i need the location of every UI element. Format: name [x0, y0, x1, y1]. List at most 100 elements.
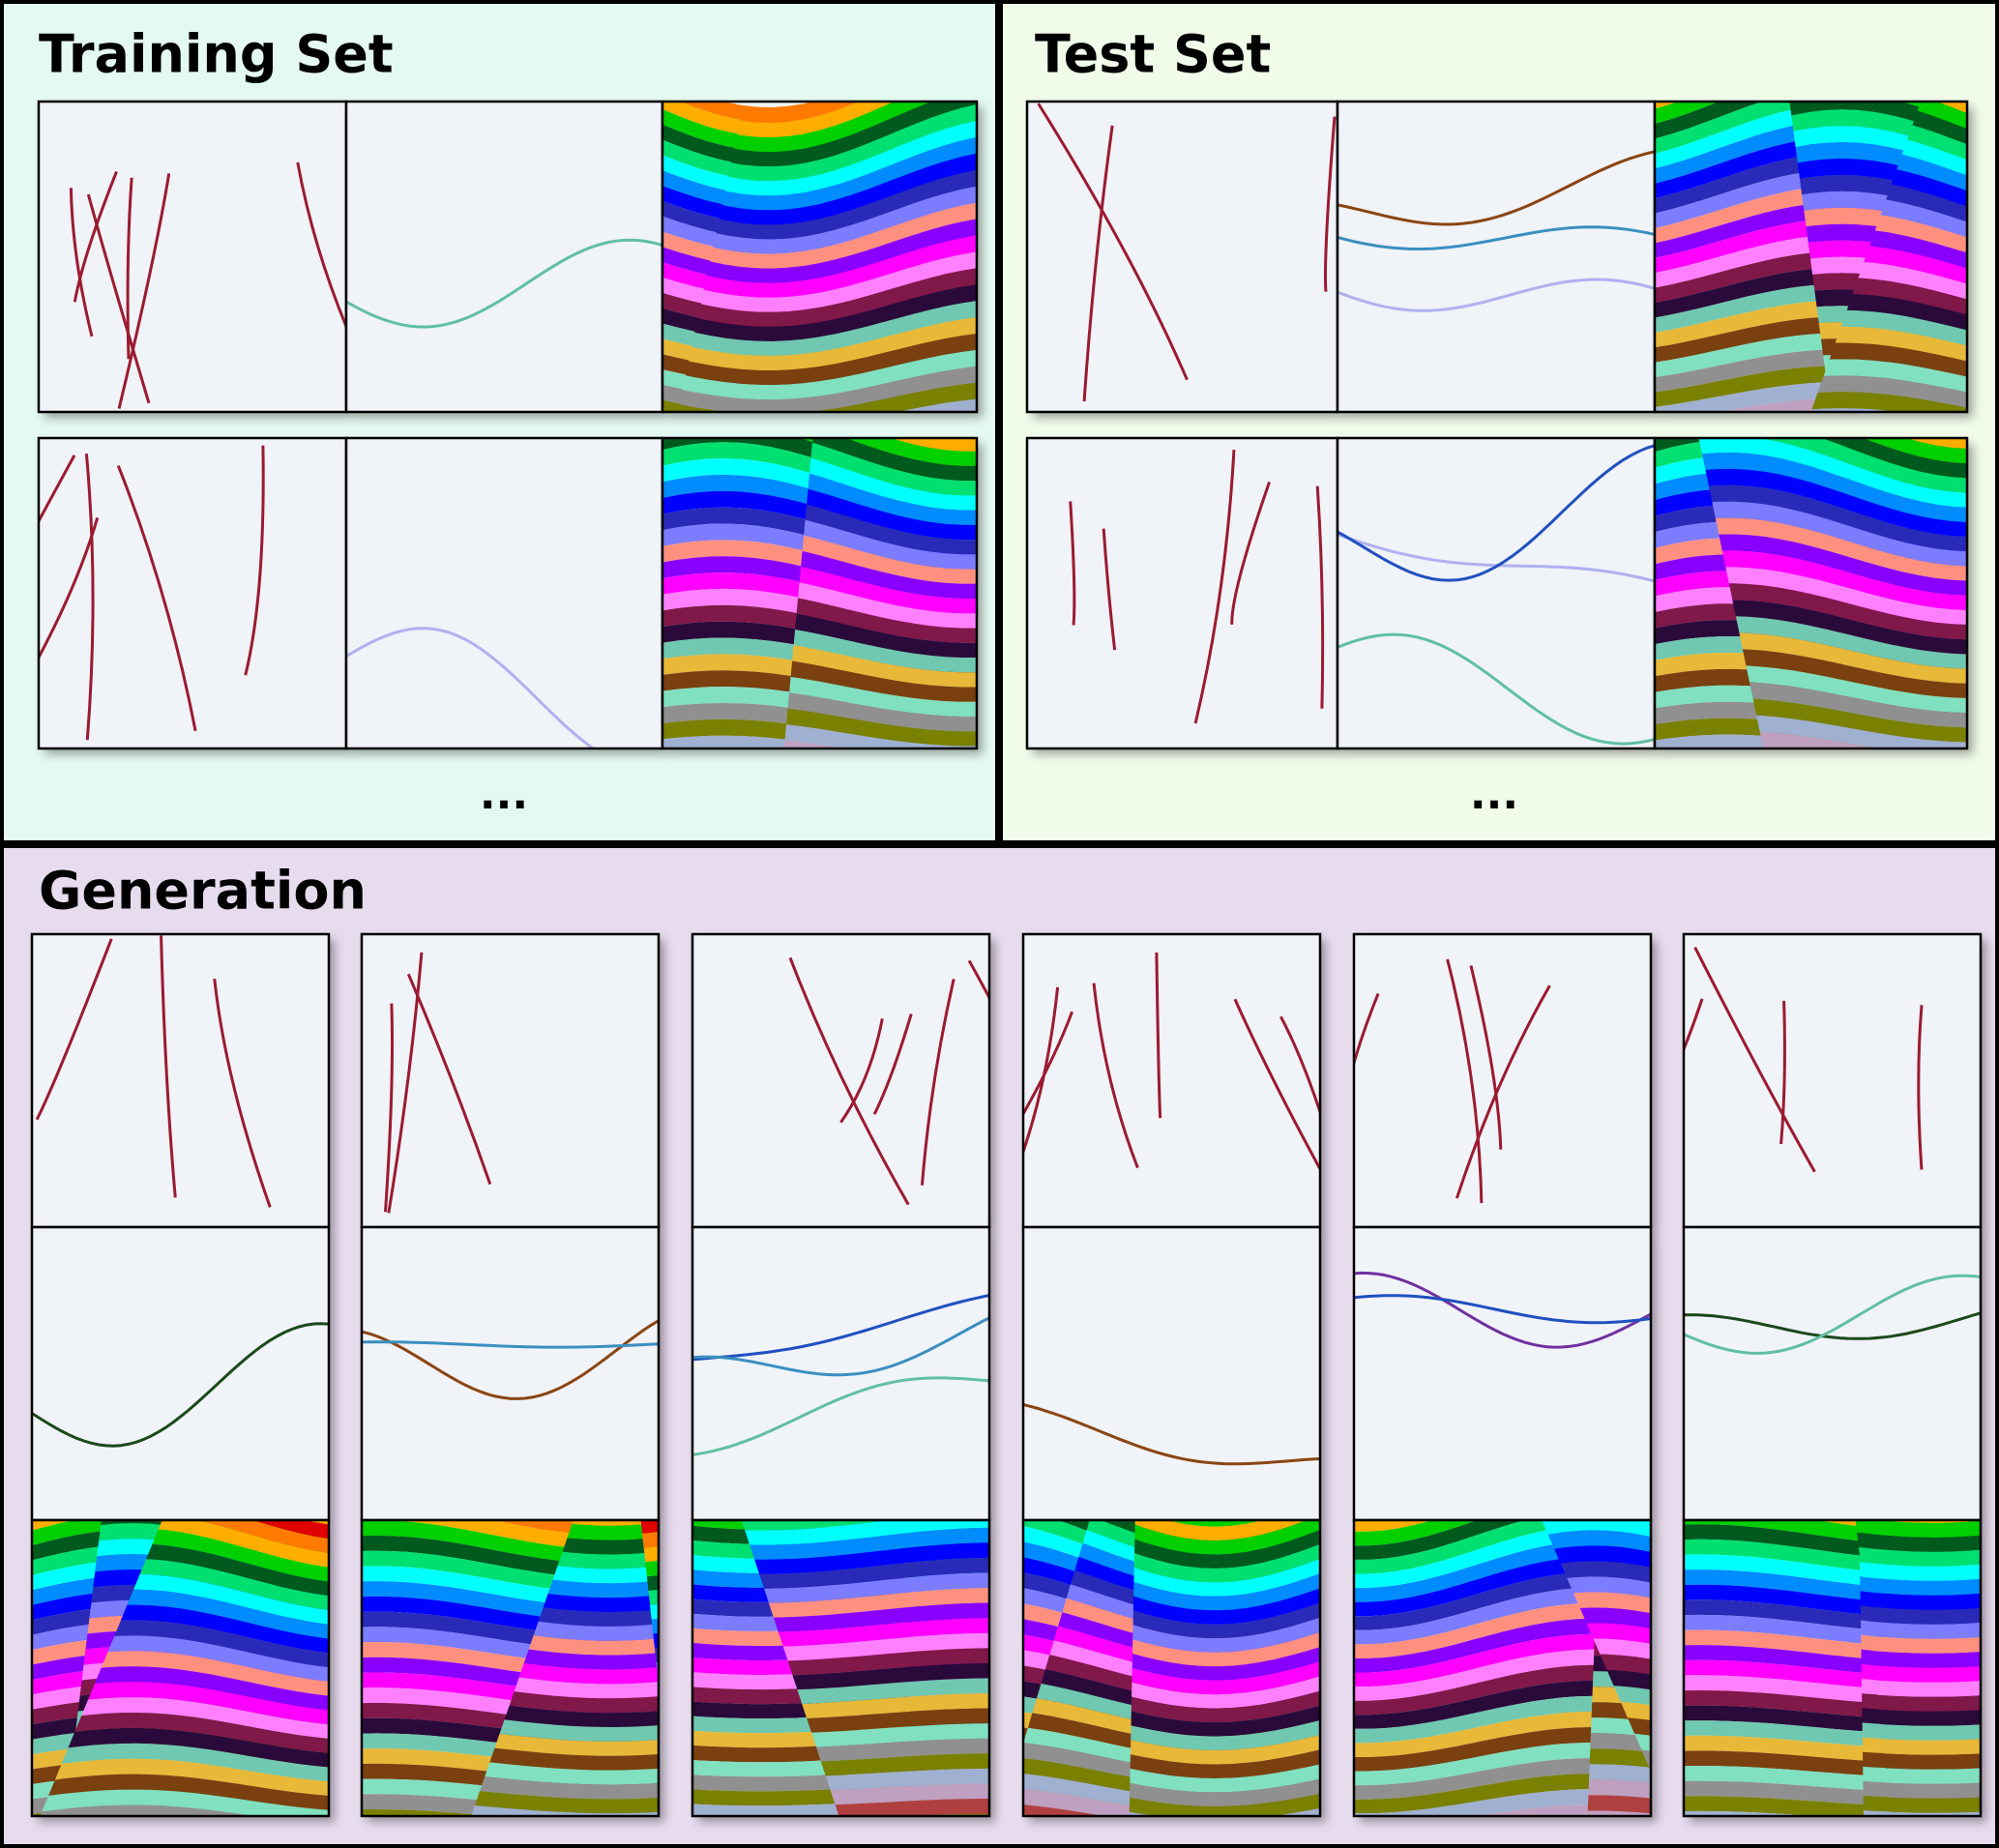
horizon-line: [692, 1294, 989, 1362]
strata-band: [1855, 1520, 1981, 1538]
section-title: Generation: [39, 861, 367, 922]
panel: [1653, 100, 1969, 414]
horizon-line: [32, 1322, 329, 1448]
panel-content: [788, 956, 989, 1206]
strata-band: [1129, 1716, 1320, 1765]
panel-bg: [1684, 934, 1981, 1227]
horizon-line: [1338, 225, 1655, 251]
panel-content: [1655, 438, 1967, 748]
strata-band: [1855, 1561, 1981, 1596]
fault-block: [783, 438, 977, 748]
panel-content: [1655, 102, 1967, 412]
strata-band: [1855, 1591, 1981, 1625]
strata-band: [1129, 1520, 1320, 1569]
panel-bg: [1027, 102, 1338, 412]
panel-bg: [39, 438, 346, 748]
strata-band: [1129, 1639, 1320, 1695]
strata-band: [1129, 1624, 1320, 1681]
strata-band: [741, 1542, 989, 1574]
strata-band: [1354, 1618, 1651, 1673]
panel-bg: [1023, 1227, 1320, 1520]
strata-band: [677, 284, 977, 341]
fault-line: [1315, 485, 1325, 709]
strata-band: [1698, 583, 1967, 640]
horizon-line: [1354, 1294, 1651, 1325]
strata-band: [1542, 1545, 1651, 1605]
strata-band: [783, 573, 977, 629]
panel-content: [662, 438, 977, 748]
panel-border: [360, 1518, 661, 1818]
strata-band: [741, 1572, 989, 1603]
strata-band: [1129, 1778, 1320, 1816]
horizon-line: [1338, 632, 1655, 746]
horizon-line: [1338, 150, 1655, 226]
panel: [37, 100, 348, 414]
strata-band: [1684, 1810, 1816, 1816]
panel: [1352, 932, 1653, 1229]
strata-band: [783, 704, 977, 747]
panel-content: [32, 1520, 329, 1816]
panel-border: [1682, 1518, 1983, 1818]
fault-line: [69, 188, 94, 337]
strata-band: [1354, 1758, 1651, 1800]
panel-content: [69, 161, 346, 409]
panel-border: [691, 1518, 991, 1818]
strata-band: [1698, 517, 1967, 581]
fault-line: [1693, 947, 1816, 1173]
strata-band: [65, 1523, 329, 1575]
panel: [1682, 932, 1983, 1229]
fault-line: [1455, 984, 1551, 1199]
strata-band: [40, 1713, 329, 1753]
strata-band: [1129, 1655, 1320, 1709]
fault-line: [35, 938, 113, 1121]
panel-bg: [1338, 438, 1655, 748]
panel: [1653, 436, 1969, 750]
strata-band: [1855, 1546, 1981, 1581]
section-title: Training Set: [39, 24, 394, 85]
strata-band: [1855, 1576, 1981, 1610]
strata-band: [1810, 326, 1967, 374]
strata-band: [677, 104, 977, 182]
strata-band: [783, 671, 977, 717]
strata-band: [1129, 1520, 1320, 1555]
strata-band: [677, 102, 977, 167]
strata-band: [40, 1651, 329, 1696]
strata-band: [1354, 1711, 1651, 1757]
strata-band: [677, 202, 977, 269]
section-title: Test Set: [1035, 24, 1271, 85]
fault-line: [1092, 983, 1139, 1169]
fault-line: [1233, 998, 1320, 1172]
strata-band: [677, 102, 977, 153]
panel: [1021, 932, 1322, 1229]
panel: [1352, 1518, 1653, 1818]
strata-band: [1129, 1546, 1320, 1611]
panel-content: [1023, 1403, 1320, 1466]
strata-band: [1855, 1606, 1981, 1639]
panel-content: [692, 1294, 989, 1456]
panel-content: [1338, 444, 1655, 746]
panel: [1025, 100, 1339, 414]
strata-band: [1855, 1666, 1981, 1697]
panel-content: [39, 445, 346, 741]
strata-band: [65, 1599, 329, 1647]
strata-band: [1855, 1636, 1981, 1668]
panel-content: [1354, 1271, 1651, 1349]
panel: [344, 436, 664, 750]
generation-box: [0, 844, 1999, 1848]
strata-band: [1789, 102, 1967, 161]
horizon-line: [692, 1316, 989, 1377]
strata-band: [1129, 1686, 1320, 1737]
panel-content: [1354, 1520, 1651, 1816]
panel-content: [383, 952, 492, 1214]
strata-band: [783, 688, 977, 732]
fault-line: [1917, 1005, 1924, 1170]
panel-bg: [346, 102, 662, 412]
panel-border: [661, 100, 979, 414]
strata-band: [677, 169, 977, 240]
strata-band: [677, 153, 977, 225]
strata-band: [1129, 1763, 1320, 1806]
strata-band: [677, 334, 977, 386]
strata-band: [471, 1709, 659, 1742]
strata-band: [1789, 142, 1967, 206]
